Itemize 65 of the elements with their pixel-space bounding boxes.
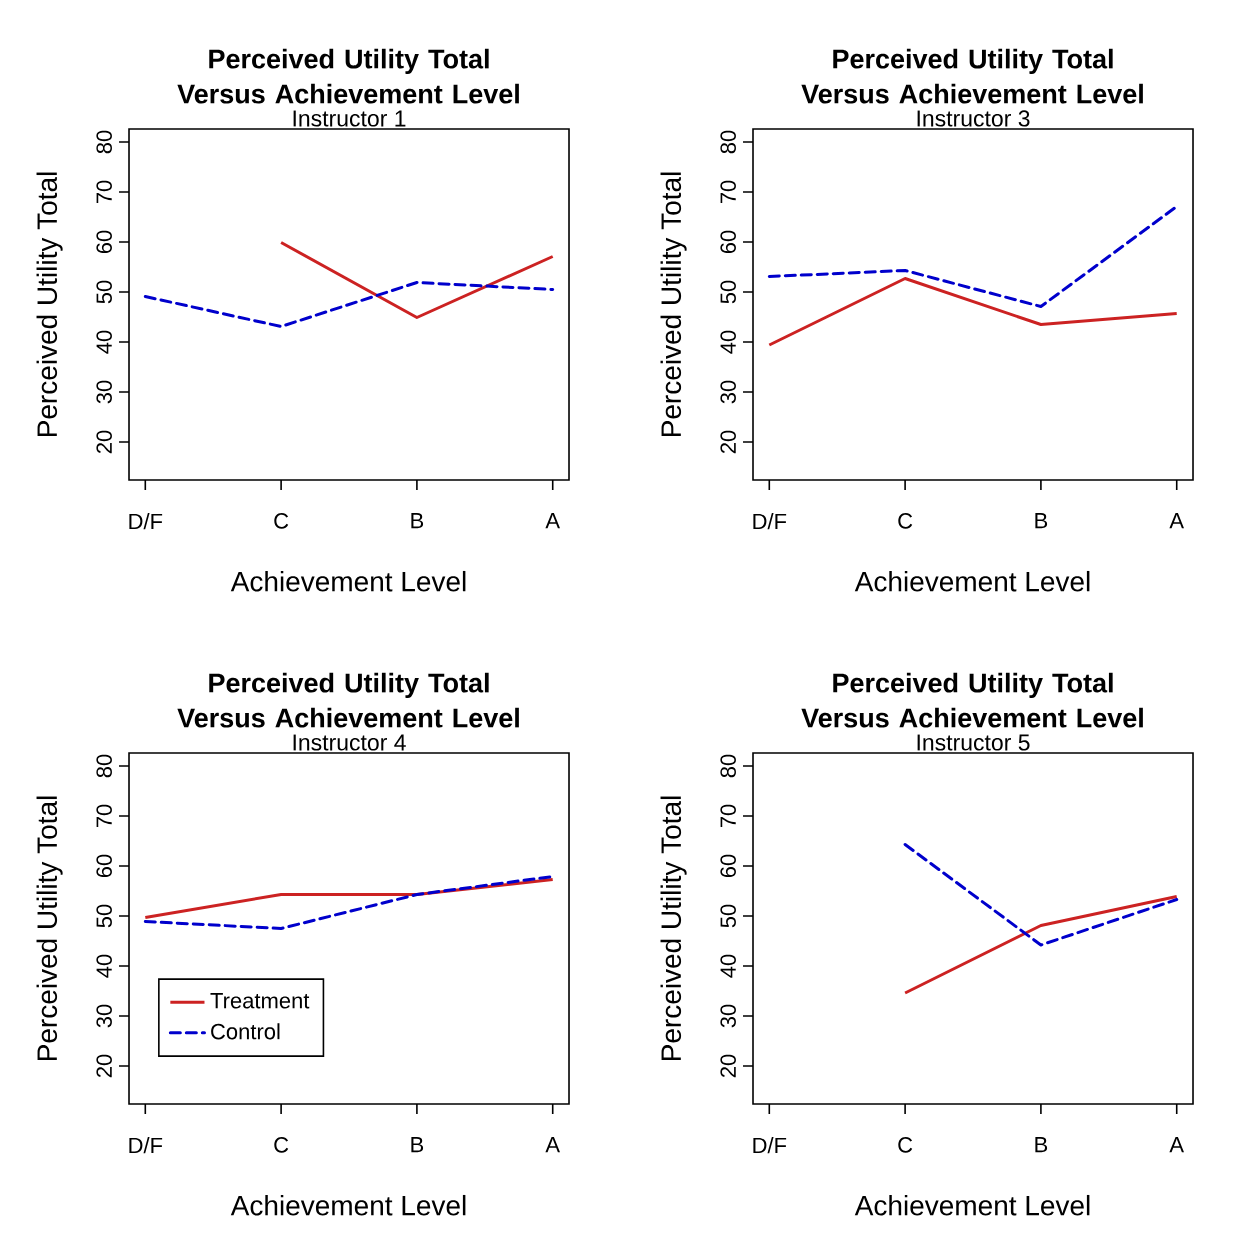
y-tick-label: 80 [96, 754, 112, 778]
y-tick-label: 40 [720, 954, 736, 978]
y-tick-label: 70 [720, 180, 736, 204]
y-tick-label: 70 [96, 804, 112, 828]
x-tick-label: D/F [753, 513, 787, 530]
y-tick-label: 80 [96, 130, 112, 154]
x-tick-label: C [274, 1137, 289, 1153]
y-tick-label: 20 [720, 1054, 736, 1078]
y-tick-label: 60 [96, 854, 112, 878]
chart-subtitle: Instructor 1 [293, 110, 406, 127]
x-tick-label: A [545, 513, 560, 529]
y-axis-title: Perceived Utility Total [660, 172, 687, 437]
y-tick-label: 30 [720, 1004, 736, 1028]
x-tick-label: B [1035, 1137, 1048, 1153]
x-tick-label: A [1169, 1137, 1184, 1153]
y-tick-label: 50 [96, 280, 112, 304]
chart-subtitle: Instructor 5 [917, 734, 1030, 751]
line-series [767, 277, 1179, 347]
line-series [767, 205, 1179, 308]
y-tick-label: 80 [720, 130, 736, 154]
x-tick-label: D/F [129, 513, 163, 530]
x-axis-title: Achievement Level [230, 570, 466, 592]
y-tick-label: 20 [96, 1054, 112, 1078]
x-tick-label: B [411, 1137, 424, 1153]
y-tick-label: 30 [720, 380, 736, 404]
chart-title: Perceived Utility Total Versus Achievement Level [801, 48, 1143, 104]
y-tick-label: 60 [720, 230, 736, 254]
y-tick-label: 20 [720, 430, 736, 454]
chart-subtitle: Instructor 3 [917, 110, 1030, 127]
y-tick-label: 50 [720, 904, 736, 928]
legend-label: Control [211, 1023, 280, 1040]
x-axis-title: Achievement Level [230, 1194, 466, 1216]
y-axis-title: Perceived Utility Total [36, 172, 63, 437]
y-tick-label: 40 [96, 330, 112, 354]
y-axis-title: Perceived Utility Total [36, 796, 63, 1061]
y-axis-title: Perceived Utility Total [660, 796, 687, 1061]
y-tick-label: 20 [96, 430, 112, 454]
y-tick-label: 80 [720, 754, 736, 778]
line-series [143, 281, 555, 329]
y-tick-label: 70 [720, 804, 736, 828]
y-tick-label: 30 [96, 1004, 112, 1028]
y-tick-label: 30 [96, 380, 112, 404]
y-tick-label: 50 [720, 280, 736, 304]
chart-title: Perceived Utility Total Versus Achievement Level [177, 48, 519, 104]
legend-label: Treatment [210, 993, 310, 1009]
x-tick-label: A [545, 1137, 560, 1153]
x-axis-title: Achievement Level [854, 570, 1090, 592]
x-tick-label: C [898, 1137, 913, 1153]
x-tick-label: C [898, 513, 913, 529]
y-tick-label: 60 [96, 230, 112, 254]
y-tick-label: 40 [720, 330, 736, 354]
y-tick-label: 40 [96, 954, 112, 978]
x-tick-label: B [411, 513, 424, 529]
chart-title: Perceived Utility Total Versus Achievement Level [177, 672, 519, 728]
chart-subtitle: Instructor 4 [293, 734, 406, 751]
y-tick-label: 70 [96, 180, 112, 204]
x-tick-label: C [274, 513, 289, 529]
x-axis-title: Achievement Level [854, 1194, 1090, 1216]
y-tick-label: 50 [96, 904, 112, 928]
x-tick-label: B [1035, 513, 1048, 529]
x-tick-label: D/F [129, 1137, 163, 1154]
x-tick-label: A [1169, 513, 1184, 529]
chart-title: Perceived Utility Total Versus Achievement Level [801, 672, 1143, 728]
x-tick-label: D/F [753, 1137, 787, 1154]
y-tick-label: 60 [720, 854, 736, 878]
